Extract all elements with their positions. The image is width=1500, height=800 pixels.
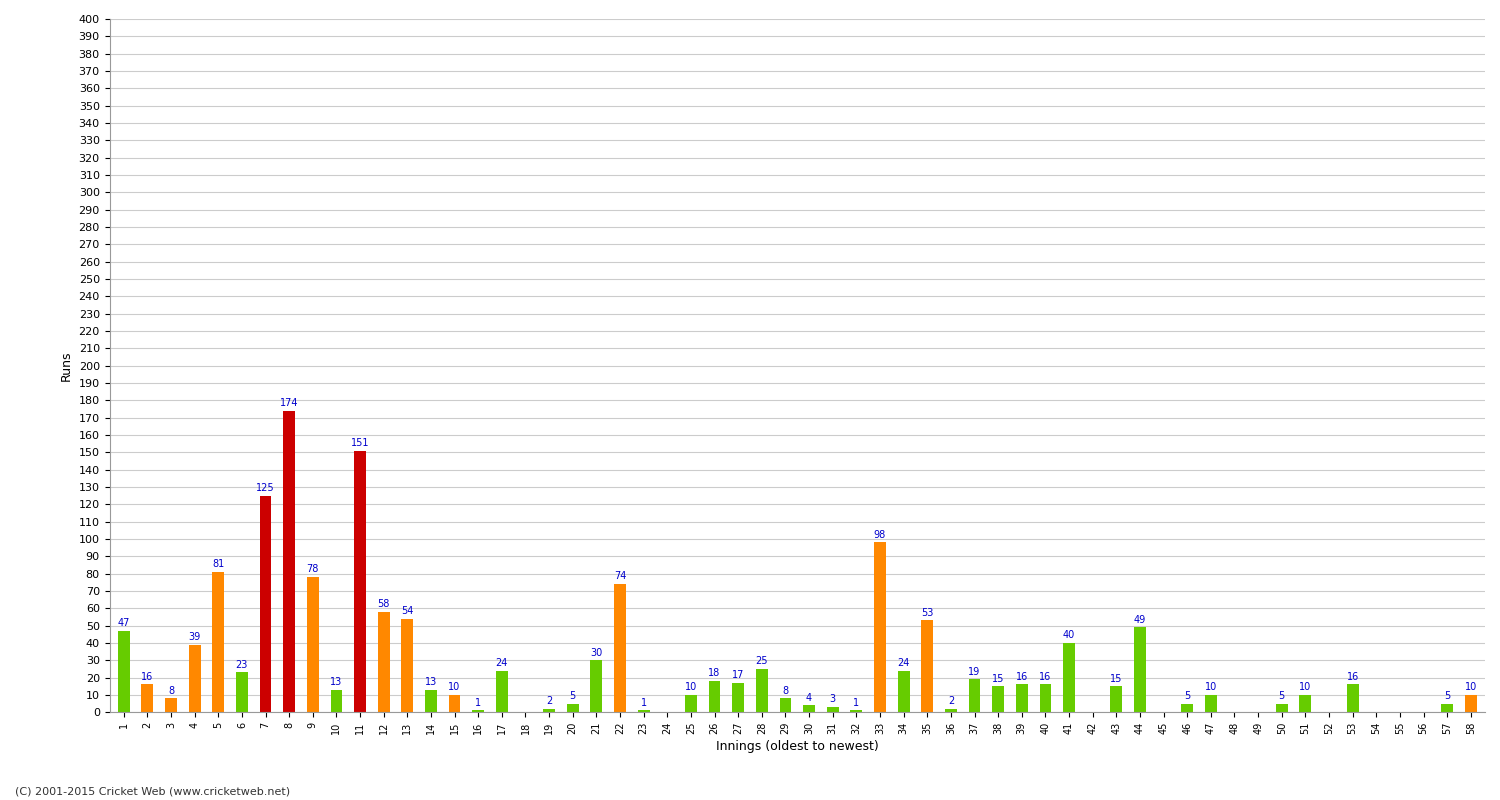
Text: 10: 10 <box>1204 682 1216 692</box>
Bar <box>141 685 153 712</box>
Bar <box>1064 643 1076 712</box>
Bar <box>165 698 177 712</box>
Text: 13: 13 <box>424 677 436 687</box>
Bar <box>496 670 508 712</box>
Text: 2: 2 <box>546 696 552 706</box>
Bar <box>638 710 650 712</box>
Bar <box>732 682 744 712</box>
Text: (C) 2001-2015 Cricket Web (www.cricketweb.net): (C) 2001-2015 Cricket Web (www.cricketwe… <box>15 786 290 796</box>
Text: 10: 10 <box>448 682 460 692</box>
Bar <box>1276 703 1287 712</box>
Text: 5: 5 <box>1278 691 1286 701</box>
Bar <box>1016 685 1028 712</box>
Text: 16: 16 <box>141 672 153 682</box>
Text: 18: 18 <box>708 669 720 678</box>
Text: 1: 1 <box>853 698 859 708</box>
Bar <box>708 681 720 712</box>
Text: 10: 10 <box>686 682 698 692</box>
Text: 78: 78 <box>306 565 320 574</box>
Bar <box>543 709 555 712</box>
Bar <box>992 686 1004 712</box>
Y-axis label: Runs: Runs <box>60 350 74 381</box>
Text: 17: 17 <box>732 670 744 680</box>
Bar <box>260 495 272 712</box>
Bar <box>284 410 296 712</box>
Text: 16: 16 <box>1040 672 1052 682</box>
Text: 13: 13 <box>330 677 342 687</box>
Bar <box>1134 627 1146 712</box>
Text: 54: 54 <box>400 606 414 616</box>
Bar <box>897 670 909 712</box>
Text: 5: 5 <box>570 691 576 701</box>
Text: 23: 23 <box>236 660 248 670</box>
Bar <box>567 703 579 712</box>
Bar <box>448 695 460 712</box>
Text: 16: 16 <box>1016 672 1028 682</box>
Bar <box>802 706 814 712</box>
Bar <box>1442 703 1454 712</box>
Bar <box>378 612 390 712</box>
Text: 3: 3 <box>830 694 836 705</box>
Bar <box>1204 695 1216 712</box>
Bar <box>330 690 342 712</box>
X-axis label: Innings (oldest to newest): Innings (oldest to newest) <box>716 740 879 753</box>
Text: 10: 10 <box>1464 682 1478 692</box>
Bar <box>213 572 223 712</box>
Text: 30: 30 <box>591 648 603 658</box>
Bar <box>354 450 366 712</box>
Text: 125: 125 <box>256 483 274 493</box>
Bar <box>1110 686 1122 712</box>
Text: 53: 53 <box>921 608 933 618</box>
Text: 74: 74 <box>614 571 626 582</box>
Bar <box>118 630 129 712</box>
Bar <box>756 669 768 712</box>
Text: 174: 174 <box>280 398 298 408</box>
Bar <box>969 679 981 712</box>
Bar <box>189 645 201 712</box>
Text: 39: 39 <box>189 632 201 642</box>
Bar <box>1466 695 1476 712</box>
Text: 8: 8 <box>783 686 789 696</box>
Text: 24: 24 <box>495 658 508 668</box>
Bar <box>402 618 412 712</box>
Text: 47: 47 <box>117 618 130 628</box>
Text: 81: 81 <box>211 559 225 570</box>
Bar <box>1299 695 1311 712</box>
Text: 5: 5 <box>1184 691 1191 701</box>
Text: 8: 8 <box>168 686 174 696</box>
Bar <box>1040 685 1052 712</box>
Bar <box>686 695 698 712</box>
Bar <box>780 698 792 712</box>
Text: 25: 25 <box>756 656 768 666</box>
Text: 1: 1 <box>640 698 646 708</box>
Text: 58: 58 <box>378 599 390 609</box>
Bar <box>945 709 957 712</box>
Text: 19: 19 <box>969 666 981 677</box>
Bar <box>827 707 839 712</box>
Text: 10: 10 <box>1299 682 1311 692</box>
Text: 16: 16 <box>1347 672 1359 682</box>
Bar <box>472 710 484 712</box>
Text: 1: 1 <box>476 698 482 708</box>
Bar <box>874 542 886 712</box>
Text: 4: 4 <box>806 693 812 702</box>
Text: 49: 49 <box>1134 614 1146 625</box>
Bar <box>308 577 318 712</box>
Bar <box>424 690 436 712</box>
Bar <box>591 660 603 712</box>
Text: 5: 5 <box>1444 691 1450 701</box>
Text: 15: 15 <box>1110 674 1122 684</box>
Bar <box>921 620 933 712</box>
Text: 24: 24 <box>897 658 910 668</box>
Bar <box>1347 685 1359 712</box>
Text: 40: 40 <box>1064 630 1076 640</box>
Bar <box>614 584 626 712</box>
Text: 15: 15 <box>992 674 1005 684</box>
Text: 151: 151 <box>351 438 369 448</box>
Bar <box>236 672 248 712</box>
Text: 98: 98 <box>874 530 886 540</box>
Bar <box>850 710 862 712</box>
Text: 2: 2 <box>948 696 954 706</box>
Bar <box>1182 703 1192 712</box>
